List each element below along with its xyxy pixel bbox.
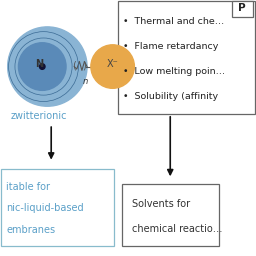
Text: embranes: embranes: [6, 225, 56, 236]
Circle shape: [91, 45, 134, 88]
FancyBboxPatch shape: [232, 1, 253, 17]
Circle shape: [18, 43, 66, 90]
Text: nic-liquid-based: nic-liquid-based: [6, 204, 84, 214]
Text: •  Flame retardancy: • Flame retardancy: [123, 42, 218, 51]
Text: (: (: [72, 60, 76, 70]
Text: X⁻: X⁻: [107, 59, 119, 69]
Text: Solvents for: Solvents for: [132, 199, 190, 209]
Text: P: P: [238, 3, 246, 13]
Text: N: N: [36, 59, 44, 69]
Circle shape: [39, 64, 45, 69]
Text: zwitterionic: zwitterionic: [10, 111, 67, 122]
Text: chemical reactio…: chemical reactio…: [132, 223, 222, 233]
Circle shape: [8, 27, 87, 106]
Text: •  Thermal and che…: • Thermal and che…: [123, 17, 224, 26]
Text: itable for: itable for: [6, 182, 50, 191]
FancyBboxPatch shape: [1, 169, 114, 246]
Text: •  Solubility (affinity: • Solubility (affinity: [123, 92, 218, 101]
Text: n: n: [83, 77, 88, 87]
FancyBboxPatch shape: [118, 1, 255, 114]
FancyBboxPatch shape: [122, 184, 219, 246]
Text: •  Low melting poin…: • Low melting poin…: [123, 67, 225, 76]
Text: ): ): [83, 60, 86, 70]
